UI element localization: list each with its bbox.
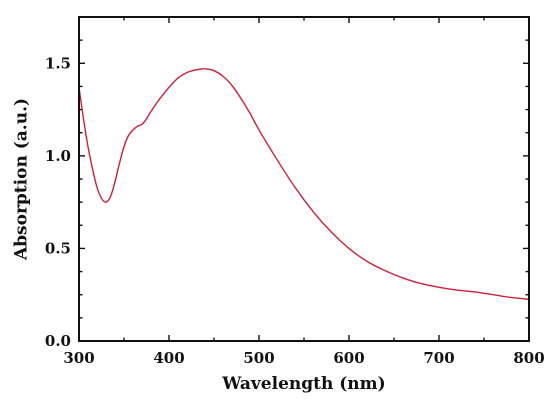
y-tick-label: 0.0	[45, 332, 71, 350]
x-tick-label: 500	[243, 349, 274, 367]
x-tick-label: 300	[63, 349, 94, 367]
y-tick-label: 1.5	[45, 54, 71, 72]
tick-marks	[78, 16, 530, 342]
plot-frame	[78, 16, 530, 342]
y-axis-title: Absorption (a.u.)	[12, 98, 32, 261]
x-tick-label: 700	[423, 349, 454, 367]
tick-labels: 300 400 500 600 700 800 0.0 0.5 1.0 1.5	[45, 54, 545, 367]
x-tick-label: 800	[513, 349, 544, 367]
x-tick-label: 400	[153, 349, 184, 367]
y-tick-label: 1.0	[45, 147, 71, 165]
x-axis-title: Wavelength (nm)	[221, 374, 385, 394]
absorption-curve	[78, 68, 530, 301]
x-tick-label: 600	[333, 349, 364, 367]
y-tick-label: 0.5	[45, 239, 71, 257]
